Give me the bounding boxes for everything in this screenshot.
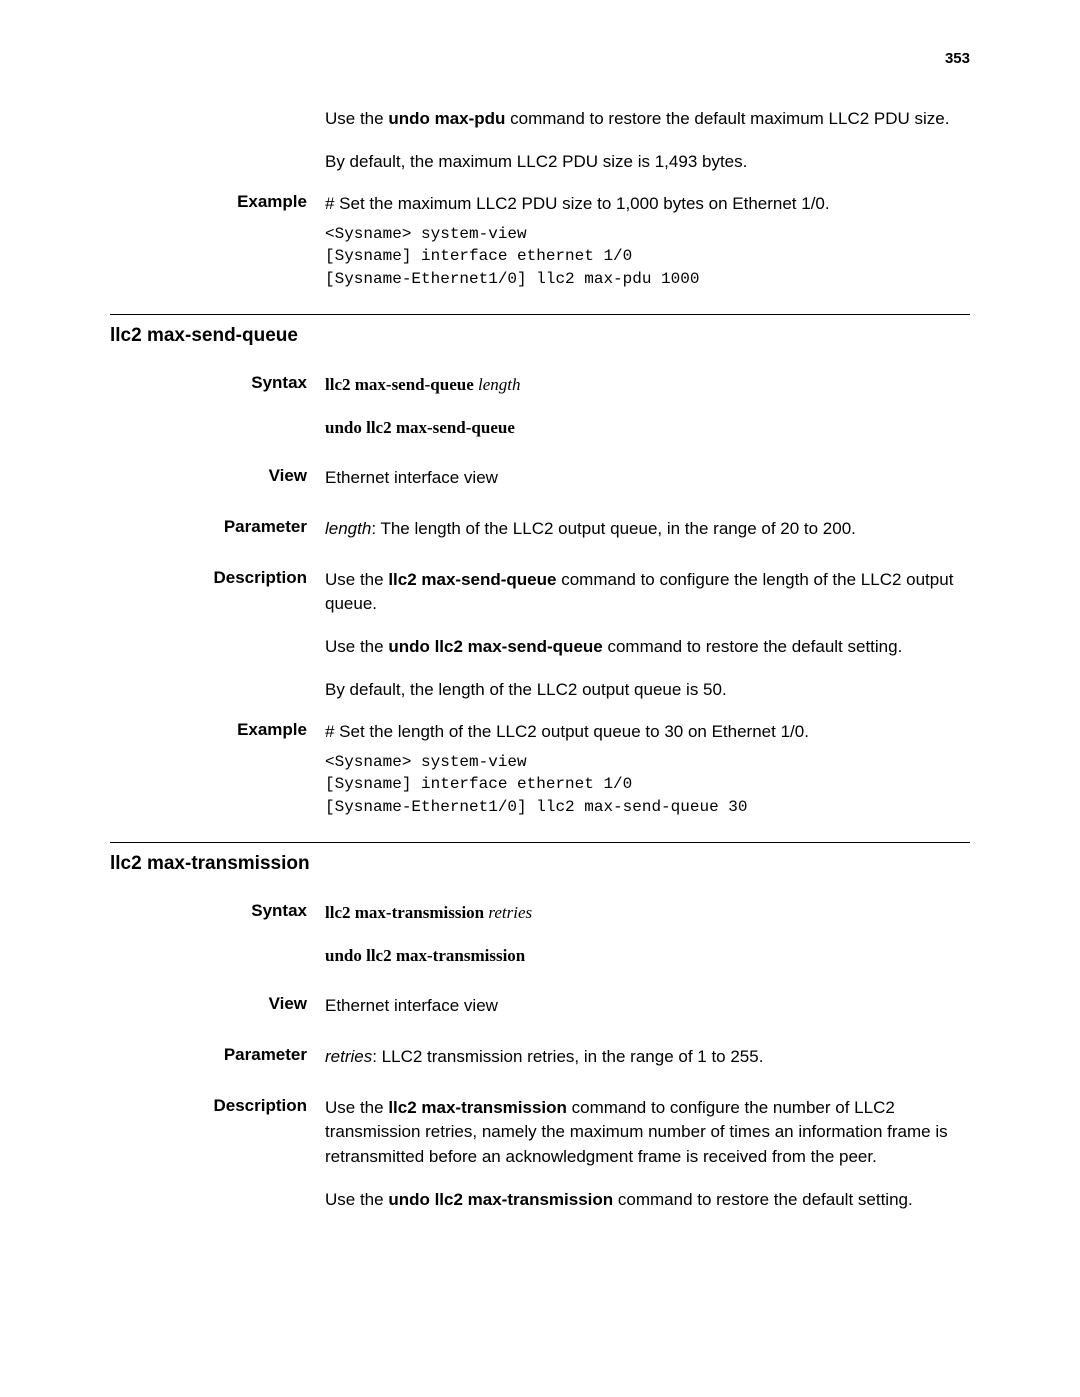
syntax-line1: llc2 max-send-queue length [325,373,970,398]
parameter-row: Parameter retries: LLC2 transmission ret… [110,1045,970,1070]
desc-p2: Use the undo llc2 max-transmission comma… [325,1188,970,1213]
section-title: llc2 max-send-queue [110,325,970,347]
description-content: Use the llc2 max-transmission command to… [325,1096,970,1213]
parameter-row: Parameter length: The length of the LLC2… [110,517,970,542]
description-label: Description [110,1096,325,1213]
syntax-row: Syntax llc2 max-send-queue length undo l… [110,373,970,440]
intro-p2: By default, the maximum LLC2 PDU size is… [325,150,970,175]
description-row: Description Use the llc2 max-transmissio… [110,1096,970,1213]
syntax-line1: llc2 max-transmission retries [325,901,970,926]
example-content: # Set the length of the LLC2 output queu… [325,720,970,818]
syntax-content: llc2 max-transmission retries undo llc2 … [325,901,970,968]
code-block: <Sysname> system-view [Sysname] interfac… [325,751,970,818]
example-label: Example [110,720,325,818]
desc-p1: Use the llc2 max-send-queue command to c… [325,568,970,617]
desc-p2: Use the undo llc2 max-send-queue command… [325,635,970,660]
intro-example-content: # Set the maximum LLC2 PDU size to 1,000… [325,192,970,290]
syntax-label: Syntax [110,373,325,440]
desc-p1: Use the llc2 max-transmission command to… [325,1096,970,1170]
parameter-content: retries: LLC2 transmission retries, in t… [325,1045,970,1070]
section-divider [110,314,970,315]
page-number: 353 [110,50,970,67]
syntax-content: llc2 max-send-queue length undo llc2 max… [325,373,970,440]
intro-block: Use the undo max-pdu command to restore … [110,107,970,174]
view-content: Ethernet interface view [325,466,970,491]
view-label: View [110,994,325,1019]
empty-label [110,107,325,174]
parameter-label: Parameter [110,1045,325,1070]
example-row: Example # Set the length of the LLC2 out… [110,720,970,818]
syntax-line2: undo llc2 max-transmission [325,944,970,969]
example-desc: # Set the length of the LLC2 output queu… [325,722,809,741]
intro-p1: Use the undo max-pdu command to restore … [325,107,970,132]
view-content: Ethernet interface view [325,994,970,1019]
view-row: View Ethernet interface view [110,994,970,1019]
description-label: Description [110,568,325,703]
view-label: View [110,466,325,491]
parameter-content: length: The length of the LLC2 output qu… [325,517,970,542]
intro-content: Use the undo max-pdu command to restore … [325,107,970,174]
desc-p3: By default, the length of the LLC2 outpu… [325,678,970,703]
syntax-row: Syntax llc2 max-transmission retries und… [110,901,970,968]
syntax-label: Syntax [110,901,325,968]
code-block: <Sysname> system-view [Sysname] interfac… [325,223,970,290]
example-desc: # Set the maximum LLC2 PDU size to 1,000… [325,194,830,213]
section-title: llc2 max-transmission [110,853,970,875]
example-label: Example [110,192,325,290]
section-divider [110,842,970,843]
intro-example-row: Example # Set the maximum LLC2 PDU size … [110,192,970,290]
doc-page: 353 Use the undo max-pdu command to rest… [0,0,1080,1280]
parameter-label: Parameter [110,517,325,542]
syntax-line2: undo llc2 max-send-queue [325,416,970,441]
description-row: Description Use the llc2 max-send-queue … [110,568,970,703]
description-content: Use the llc2 max-send-queue command to c… [325,568,970,703]
view-row: View Ethernet interface view [110,466,970,491]
